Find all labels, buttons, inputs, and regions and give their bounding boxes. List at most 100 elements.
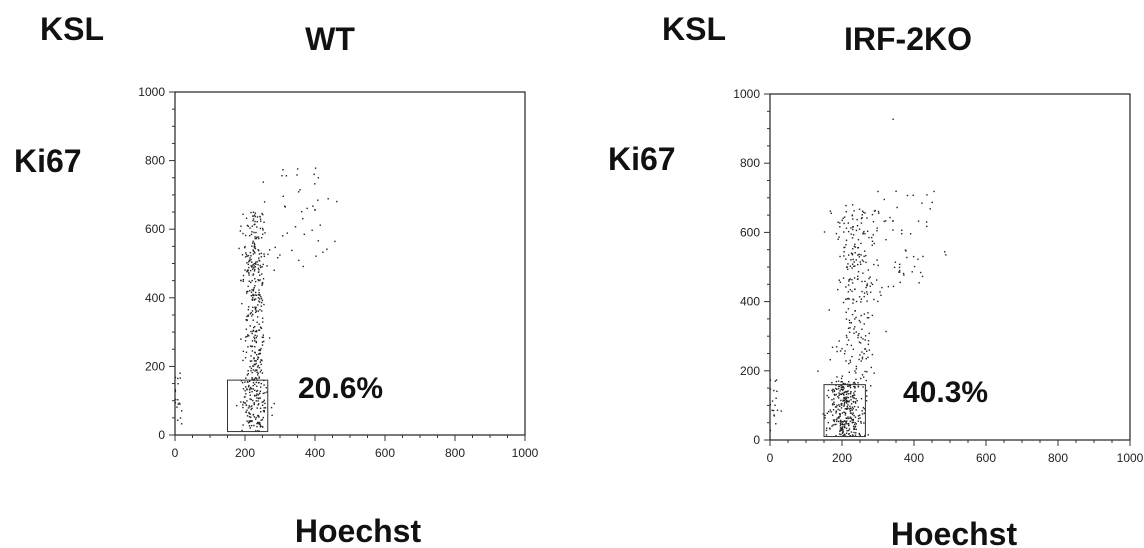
panel-wt-event-point	[298, 191, 299, 192]
panel-irf2ko-x-tick-label: 800	[1048, 451, 1068, 465]
panel-wt-event-point	[252, 400, 253, 401]
panel-wt-event-point	[249, 260, 250, 261]
panel-wt-event-point	[250, 360, 251, 361]
panel-wt-event-point	[267, 254, 268, 255]
panel-irf2ko-event-point	[849, 406, 850, 407]
panel-irf2ko-event-point	[872, 214, 873, 215]
panel-irf2ko-event-point	[885, 331, 886, 332]
panel-irf2ko-event-point	[861, 329, 862, 330]
panel-irf2ko-event-point	[842, 381, 843, 382]
panel-irf2ko-event-point	[900, 282, 901, 283]
panel-irf2ko-event-point	[853, 328, 854, 329]
panel-irf2ko-event-point	[921, 202, 922, 203]
panel-irf2ko-event-point	[845, 408, 846, 409]
panel-wt-event-point	[236, 405, 237, 406]
panel-wt-event-point	[242, 404, 243, 405]
panel-wt-event-point	[249, 290, 250, 291]
panel-wt-event-point	[283, 196, 284, 197]
panel-irf2ko-event-point	[852, 422, 853, 423]
panel-wt-event-point	[254, 270, 255, 271]
panel-wt-event-point	[247, 374, 248, 375]
panel-wt-event-point	[255, 307, 256, 308]
panel-irf2ko-event-point	[845, 414, 846, 415]
panel-wt-event-point	[249, 416, 250, 417]
panel-irf2ko-event-point	[854, 265, 855, 266]
panel-irf2ko-event-point	[857, 264, 858, 265]
panel-irf2ko-event-point	[862, 358, 863, 359]
panel-irf2ko-event-point	[846, 433, 847, 434]
panel-irf2ko-event-point	[845, 244, 846, 245]
panel-irf2ko-event-point	[770, 389, 771, 390]
panel-irf2ko-event-point	[871, 367, 872, 368]
panel-irf2ko-event-point	[838, 340, 839, 341]
panel-wt-event-point	[277, 257, 278, 258]
panel-irf2ko-event-point	[862, 259, 863, 260]
panel-irf2ko-event-point	[860, 254, 861, 255]
panel-irf2ko-event-point	[864, 296, 865, 297]
panel-wt-event-point	[260, 426, 261, 427]
panel-wt-event-point	[249, 381, 250, 382]
panel-irf2ko-event-point	[880, 295, 881, 296]
panel-irf2ko-event-point	[873, 234, 874, 235]
panel-irf2ko-event-point	[932, 202, 933, 203]
panel-irf2ko-event-point	[844, 350, 845, 351]
panel-irf2ko-event-point	[850, 399, 851, 400]
panel-irf2ko-event-point	[838, 392, 839, 393]
panel-irf2ko-event-point	[859, 417, 860, 418]
panel-irf2ko-y-tick-label: 1000	[733, 87, 760, 101]
panel-irf2ko-event-point	[862, 374, 863, 375]
panel-irf2ko: KSL IRF-2KO Ki67 Hoechst 0 200 400 600 800 10…	[608, 11, 1144, 548]
panel-irf2ko-event-point	[836, 351, 837, 352]
panel-wt-event-point	[247, 381, 248, 382]
panel-wt-event-point	[246, 388, 247, 389]
panel-irf2ko-event-point	[850, 391, 851, 392]
panel-irf2ko-event-point	[862, 338, 863, 339]
panel-wt-event-point	[177, 378, 178, 379]
panel-irf2ko-event-point	[848, 339, 849, 340]
panel-irf2ko-population-label: KSL	[662, 11, 726, 47]
panel-irf2ko-event-point	[863, 407, 864, 408]
panel-irf2ko-event-point	[896, 207, 897, 208]
panel-irf2ko-event-point	[860, 321, 861, 322]
panel-wt-event-point	[247, 370, 248, 371]
panel-wt-event-point	[252, 220, 253, 221]
panel-wt-event-point	[252, 320, 253, 321]
panel-wt-event-point	[260, 265, 261, 266]
panel-irf2ko-event-point	[855, 416, 856, 417]
panel-wt-event-point	[250, 413, 251, 414]
panel-wt-event-point	[258, 403, 259, 404]
panel-wt-event-point	[261, 310, 262, 311]
panel-irf2ko-event-point	[847, 386, 848, 387]
panel-irf2ko-event-point	[845, 299, 846, 300]
panel-irf2ko-event-point	[849, 279, 850, 280]
panel-wt-event-point	[240, 401, 241, 402]
panel-wt-event-point	[253, 402, 254, 403]
panel-irf2ko-x-tick-label: 200	[832, 451, 852, 465]
panel-irf2ko-event-point	[872, 241, 873, 242]
panel-irf2ko-event-point	[776, 379, 777, 380]
panel-wt-event-point	[248, 274, 249, 275]
panel-irf2ko-event-point	[834, 419, 835, 420]
panel-irf2ko-event-point	[863, 353, 864, 354]
panel-irf2ko-event-point	[861, 360, 862, 361]
panel-irf2ko-event-point	[855, 409, 856, 410]
panel-wt-event-point	[257, 316, 258, 317]
panel-irf2ko-event-point	[837, 289, 838, 290]
panel-wt-event-point	[261, 256, 262, 257]
panel-wt-event-point	[248, 306, 249, 307]
panel-wt-x-tick-label: 800	[445, 446, 465, 460]
panel-irf2ko-event-point	[863, 422, 864, 423]
panel-irf2ko-event-point	[849, 327, 850, 328]
panel-irf2ko-event-point	[854, 397, 855, 398]
panel-wt-event-point	[258, 236, 259, 237]
panel-irf2ko-event-point	[864, 323, 865, 324]
panel-irf2ko-event-point	[836, 405, 837, 406]
panel-wt-event-point	[251, 315, 252, 316]
panel-wt-event-point	[246, 292, 247, 293]
panel-irf2ko-event-point	[853, 426, 854, 427]
panel-wt-event-point	[240, 280, 241, 281]
panel-irf2ko-event-point	[853, 412, 854, 413]
panel-irf2ko-event-point	[898, 271, 899, 272]
panel-wt-event-point	[264, 403, 265, 404]
panel-wt-event-point	[251, 425, 252, 426]
